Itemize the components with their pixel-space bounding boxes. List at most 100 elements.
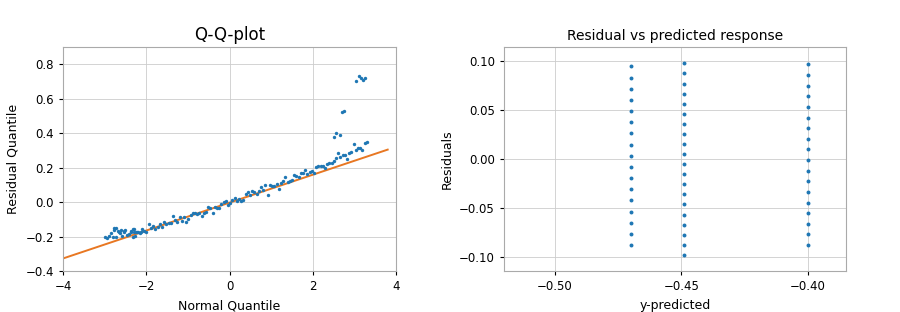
Point [624,198,638,203]
Point [677,232,691,237]
Point [127,227,141,232]
Point [333,132,347,137]
Point [337,108,351,113]
Point [129,233,143,238]
Point [238,192,253,197]
Point [256,188,271,193]
Point [316,163,330,168]
Point [677,202,691,207]
Point [304,168,319,173]
Point [212,205,227,210]
Point [223,200,238,205]
Point [100,236,114,241]
Point [331,151,346,156]
Point [176,214,191,219]
Point [220,202,235,207]
Point [108,234,122,239]
Point [243,193,257,197]
X-axis label: Normal Quantile: Normal Quantile [178,299,281,312]
Point [228,195,242,200]
Title: Q-Q-plot: Q-Q-plot [194,26,266,44]
Point [624,242,638,247]
Point [351,74,365,79]
Point [801,136,815,141]
Point [801,83,815,88]
Point [624,64,638,69]
Point [801,168,815,173]
Point [148,227,163,232]
Point [328,156,343,161]
Point [125,226,140,231]
Point [357,140,372,145]
Point [335,110,349,115]
Point [111,229,125,234]
Point [150,224,165,229]
Point [293,171,308,176]
Point [349,79,364,84]
Point [677,121,691,126]
Point [624,86,638,91]
Point [280,179,294,184]
Point [112,230,126,235]
Point [254,184,268,189]
Point [338,153,352,158]
Point [133,230,148,235]
Point [230,198,244,203]
Point [624,97,638,102]
Point [152,222,166,227]
Point [677,131,691,136]
Point [677,212,691,217]
Point [258,183,273,188]
Point [292,174,306,179]
Point [677,242,691,247]
Point [320,162,335,167]
Point [116,229,130,234]
Point [307,170,321,175]
Point [127,230,141,235]
Point [106,235,121,240]
Point [123,229,138,234]
X-axis label: y-predicted: y-predicted [639,299,711,312]
Point [112,231,127,236]
Y-axis label: Residuals: Residuals [440,129,454,189]
Point [624,142,638,147]
Point [677,172,691,177]
Point [276,178,291,183]
Point [313,163,328,168]
Point [252,188,266,193]
Point [120,232,134,237]
Point [360,140,374,145]
Point [193,211,207,216]
Point [624,232,638,236]
Point [122,232,136,236]
Point [624,209,638,214]
Point [801,211,815,216]
Point [677,192,691,197]
Point [302,169,317,174]
Point [234,198,248,203]
Point [677,81,691,86]
Point [309,165,323,170]
Point [267,184,282,189]
Point [624,220,638,225]
Point [210,205,224,210]
Point [801,94,815,99]
Y-axis label: Residual Quantile: Residual Quantile [7,104,20,214]
Point [624,176,638,181]
Point [289,173,303,178]
Point [301,171,315,176]
Point [164,220,178,225]
Point [240,190,255,195]
Point [199,209,213,214]
Point [132,230,147,235]
Point [175,219,189,224]
Point [287,173,302,178]
Point [140,229,154,234]
Point [190,211,204,216]
Point [801,62,815,67]
Point [624,187,638,192]
Point [801,200,815,205]
Point [677,222,691,227]
Point [801,126,815,131]
Point [801,115,815,120]
